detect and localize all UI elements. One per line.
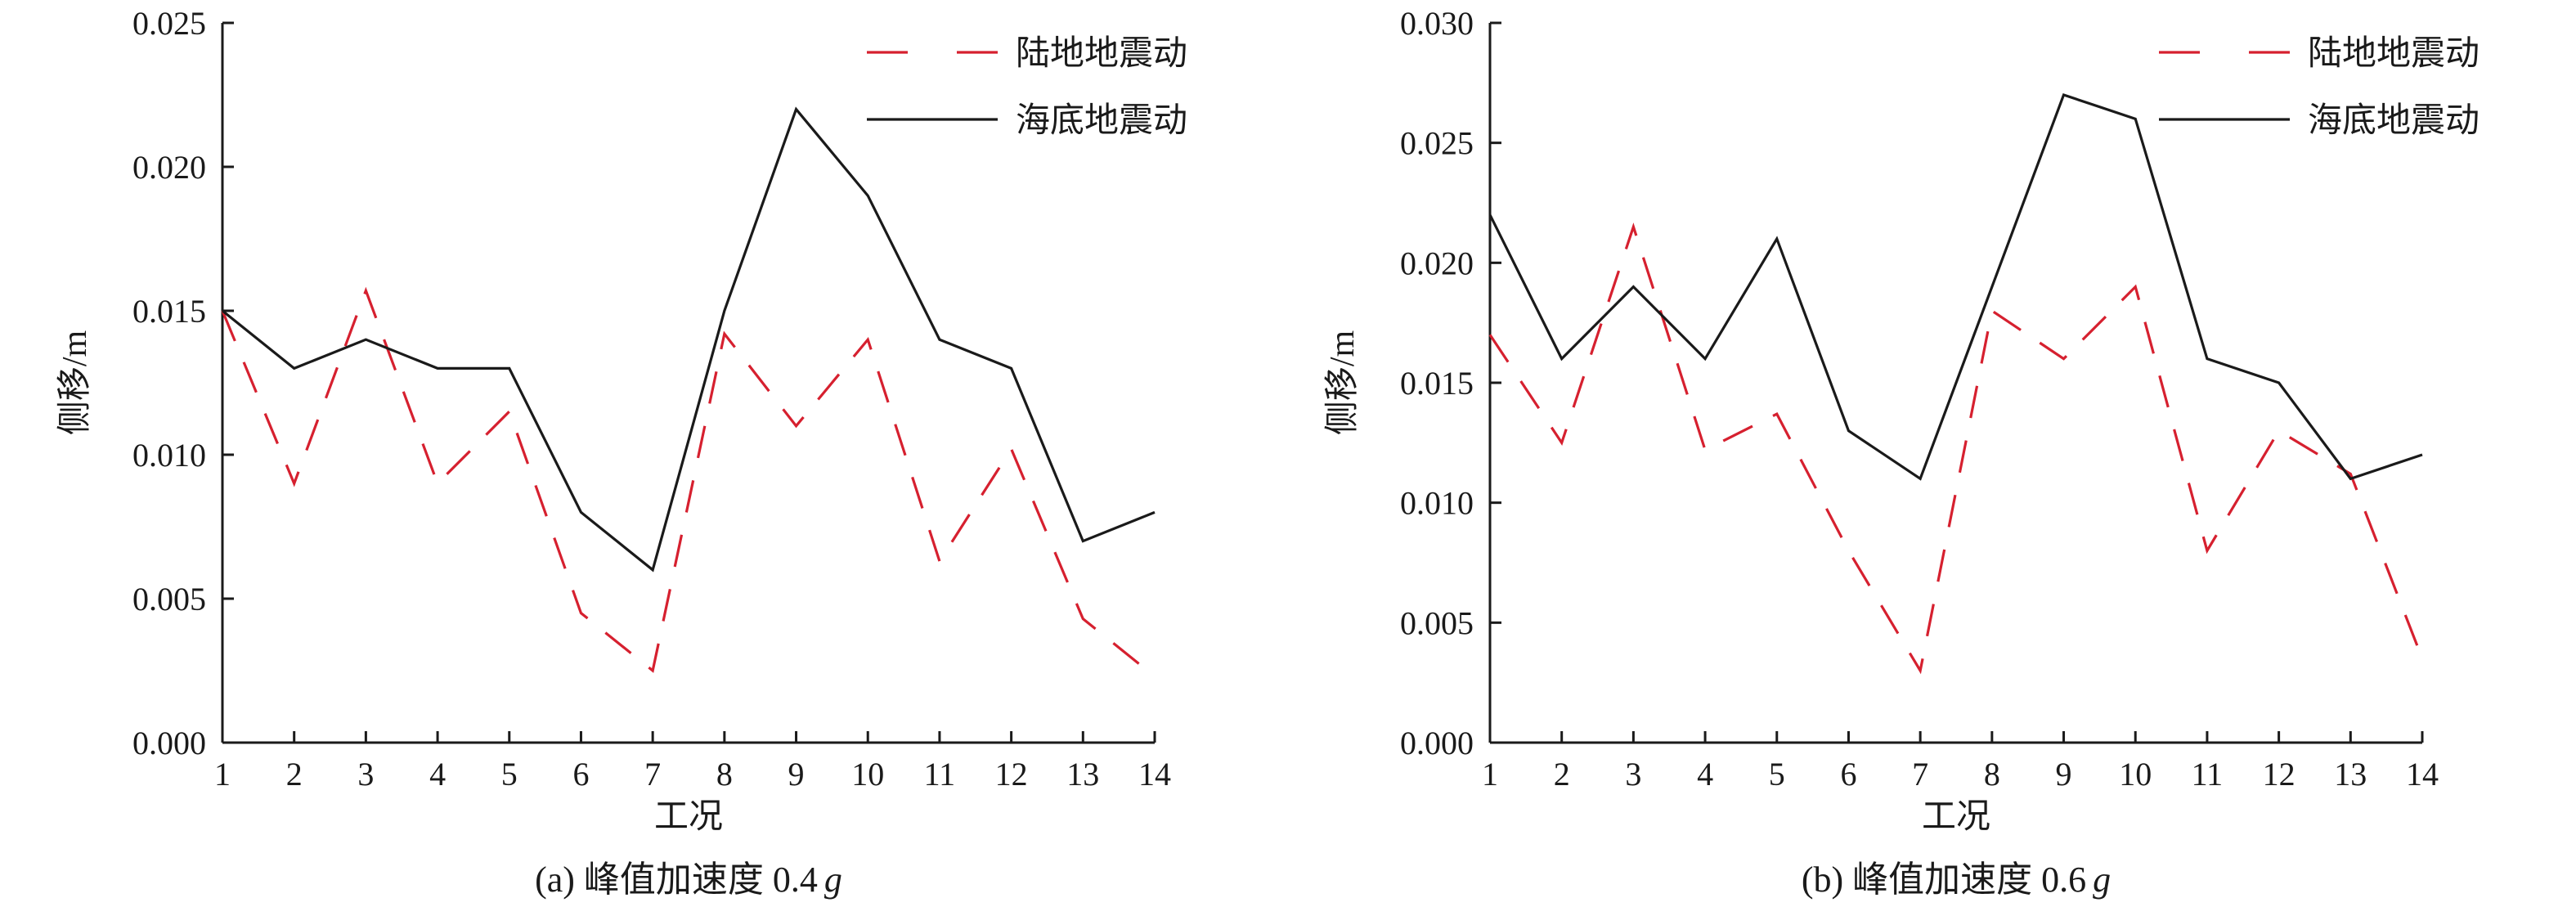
series-line-seabed <box>221 106 1156 572</box>
y-tick-label: 0.000 <box>132 725 206 761</box>
figure-caption: (b) 峰值加速度 0.6 g <box>1802 860 2111 900</box>
x-tick-label: 11 <box>924 756 956 793</box>
y-tick-label: 0.030 <box>1400 5 1474 42</box>
x-tick-label: 5 <box>501 756 518 793</box>
caption-unit: g <box>824 860 842 900</box>
x-tick-label: 3 <box>357 756 374 793</box>
y-tick-label: 0.025 <box>132 5 206 42</box>
caption-text: (b) 峰值加速度 0.6 <box>1802 860 2086 900</box>
x-tick-label: 13 <box>1066 756 1099 793</box>
series-line-seabed <box>1488 92 2423 481</box>
x-tick-label: 14 <box>2406 756 2439 793</box>
x-tick-label: 2 <box>1554 756 1570 793</box>
x-tick-label: 2 <box>286 756 303 793</box>
caption-unit: g <box>2093 860 2111 900</box>
x-tick-label: 9 <box>788 756 805 793</box>
x-tick-label: 4 <box>1697 756 1713 793</box>
x-tick-label: 11 <box>2192 756 2224 793</box>
legend-label: 海底地震动 <box>1016 102 1187 140</box>
x-tick-label: 14 <box>1138 756 1171 793</box>
y-axis-label: 侧移/m <box>56 330 94 436</box>
x-tick-label: 6 <box>572 756 589 793</box>
x-tick-label: 12 <box>995 756 1028 793</box>
x-tick-label: 8 <box>1984 756 2000 793</box>
x-tick-label: 10 <box>2119 756 2152 793</box>
y-tick-label: 0.015 <box>1400 365 1474 402</box>
x-tick-label: 1 <box>1482 756 1498 793</box>
series-line-land <box>1488 222 2424 675</box>
y-tick-label: 0.010 <box>132 437 206 474</box>
x-tick-label: 5 <box>1769 756 1785 793</box>
x-axis-label: 工况 <box>654 798 723 836</box>
x-tick-label: 9 <box>2056 756 2072 793</box>
x-axis-label: 工况 <box>1922 798 1990 836</box>
y-tick-label: 0.025 <box>1400 125 1474 162</box>
legend-label: 海底地震动 <box>2308 102 2480 140</box>
y-tick-label: 0.005 <box>1400 604 1474 641</box>
y-tick-label: 0.010 <box>1400 485 1474 522</box>
caption-text: (a) 峰值加速度 0.4 <box>535 860 818 900</box>
series-line-land <box>221 286 1156 678</box>
x-tick-label: 4 <box>429 756 446 793</box>
y-tick-label: 0.020 <box>132 149 206 186</box>
legend-label: 陆地地震动 <box>1016 35 1187 73</box>
x-tick-label: 7 <box>644 756 661 793</box>
x-tick-label: 3 <box>1625 756 1641 793</box>
y-axis-label: 侧移/m <box>1324 330 1362 436</box>
x-tick-label: 8 <box>716 756 733 793</box>
legend-label: 陆地地震动 <box>2308 35 2480 73</box>
y-tick-label: 0.015 <box>132 293 206 330</box>
x-tick-label: 6 <box>1840 756 1856 793</box>
x-tick-label: 1 <box>214 756 231 793</box>
y-tick-label: 0.000 <box>1400 725 1474 761</box>
x-tick-label: 10 <box>851 756 884 793</box>
y-tick-label: 0.005 <box>132 581 206 617</box>
x-tick-label: 13 <box>2334 756 2367 793</box>
x-tick-label: 12 <box>2263 756 2296 793</box>
y-tick-label: 0.020 <box>1400 245 1474 281</box>
figure-caption: (a) 峰值加速度 0.4 g <box>535 860 842 900</box>
x-tick-label: 7 <box>1912 756 1928 793</box>
